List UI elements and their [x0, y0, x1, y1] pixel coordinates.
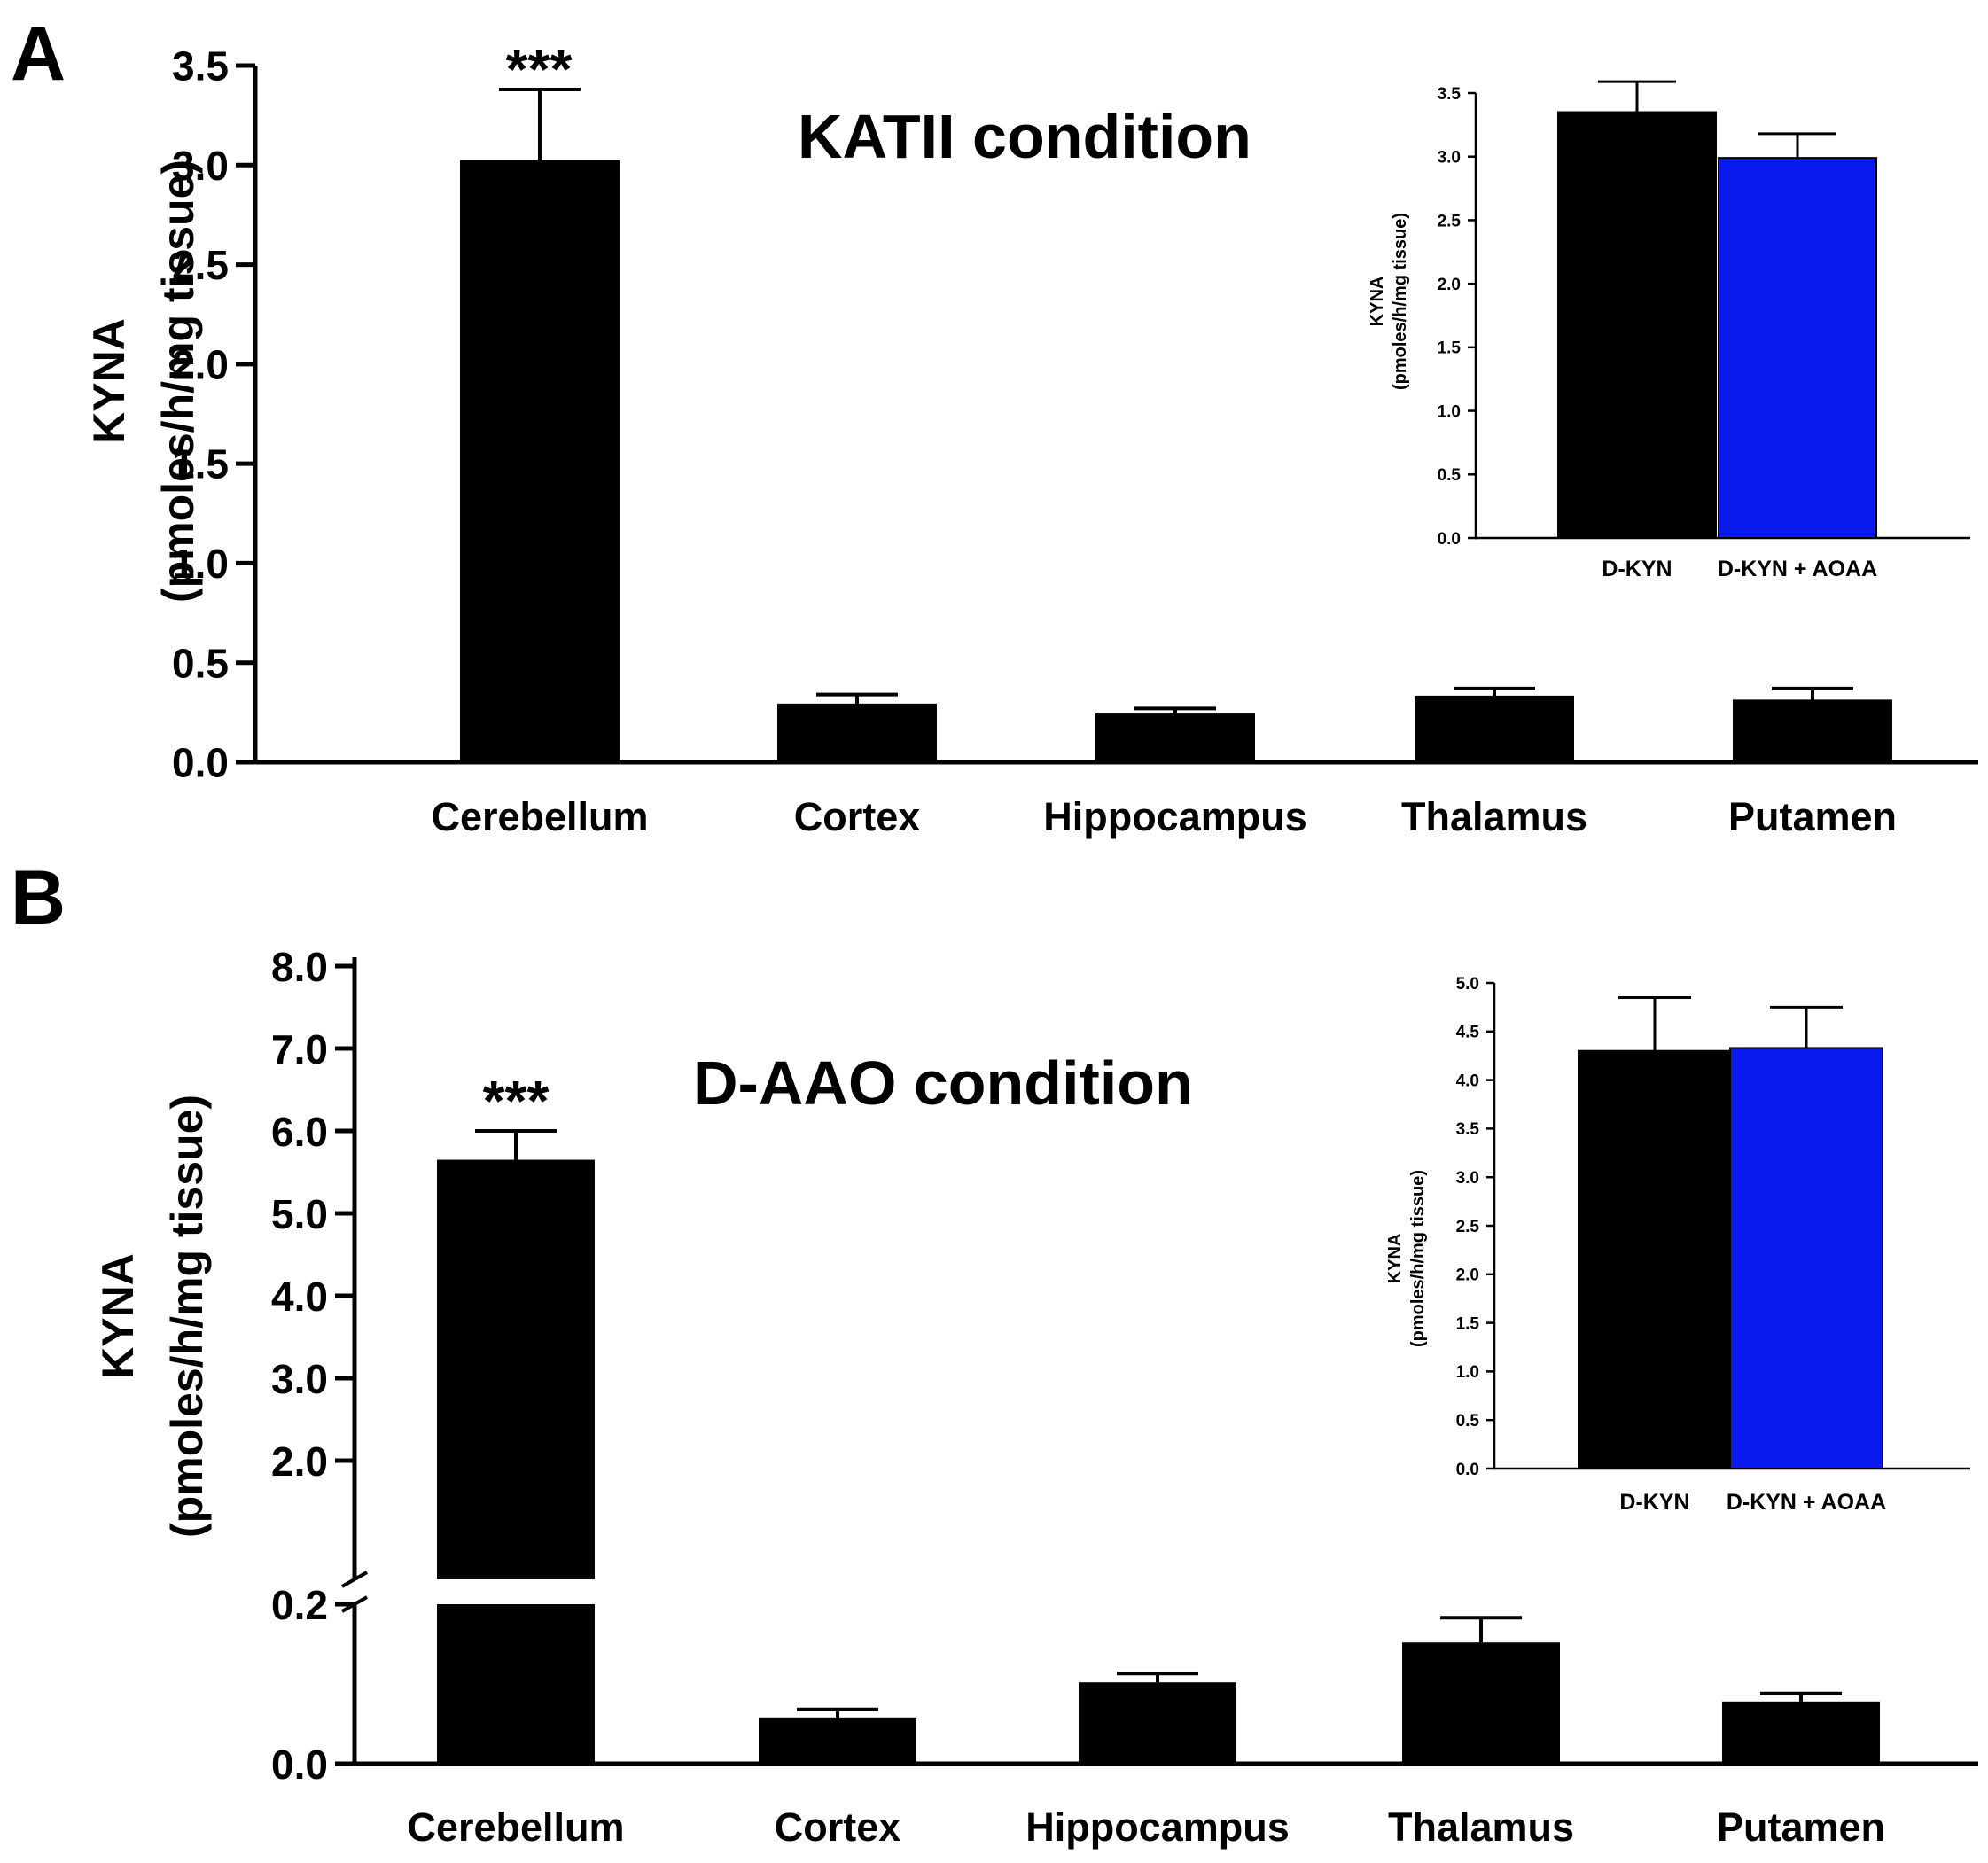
b-main-y-tick-label: 8.0 [271, 944, 328, 990]
a-main-y-tick-label: 3.0 [172, 143, 229, 189]
b-inset-y-tick-label: 3.5 [1456, 1120, 1480, 1139]
b-main-category-label: Cerebellum [407, 1805, 624, 1850]
b-main-y-tick-label: 0.2 [271, 1582, 328, 1628]
a-main-y-tick-label: 1.0 [172, 541, 229, 587]
b-inset-y-tick-label: 5.0 [1456, 975, 1479, 994]
chart-marks: 0.0 0.5 1.0 1.5 2.0 2.5 3.0 3.5 Cerebellum Cortex… [172, 43, 1978, 1850]
b-main-bar-4 [1402, 1642, 1560, 1764]
panel-b-ylabel-line1: KYNA [93, 1253, 143, 1379]
b-main-axis-break-mark [341, 1571, 368, 1588]
b-inset-y-tick-label: 4.0 [1456, 1072, 1479, 1090]
a-inset-bar-1 [1557, 111, 1717, 539]
a-inset-y-tick-label: 1.5 [1438, 339, 1462, 358]
a-main-category-label: Cerebellum [431, 794, 648, 839]
a-main-bar-4 [1415, 695, 1574, 763]
a-main-bar-5 [1733, 699, 1892, 764]
panel-b-inset-ylabel-line2: (pmoles/h/mg tissue) [1408, 1170, 1428, 1347]
a-inset-y-tick-label: 2.5 [1438, 212, 1462, 230]
panel-a-ylabel-line2: (pmoles/h/mg tissue) [153, 160, 203, 603]
a-main-bar-3 [1095, 713, 1255, 763]
b-main-y-tick-label: 4.0 [271, 1274, 328, 1320]
b-main-y-tick-label: 0.0 [271, 1742, 328, 1788]
b-main-category-label: Thalamus [1388, 1805, 1574, 1850]
b-main-category-label: Hippocampus [1025, 1805, 1290, 1850]
b-inset-y-tick-label: 1.5 [1456, 1314, 1480, 1333]
b-main-y-tick-label: 5.0 [271, 1191, 328, 1237]
b-main-y-tick-label: 6.0 [271, 1109, 328, 1155]
a-inset-y-tick-label: 1.0 [1438, 402, 1461, 421]
panel-a-letter: A [11, 12, 66, 97]
b-inset-bar-1 [1578, 1049, 1732, 1469]
a-main-category-label: Thalamus [1401, 794, 1587, 839]
a-main-y-tick-label: 0.0 [172, 740, 229, 786]
b-inset-y-tick-label: 2.0 [1456, 1267, 1479, 1285]
a-main-category-label: Cortex [794, 794, 921, 839]
a-inset-y-tick-label: 3.0 [1438, 149, 1461, 168]
b-inset-bar-2 [1729, 1047, 1883, 1469]
a-inset-category-label: D-KYN [1602, 557, 1672, 581]
b-inset-y-tick-label: 1.0 [1456, 1363, 1479, 1382]
a-inset-y-tick-label: 0.0 [1438, 530, 1461, 549]
a-inset-bar-2 [1718, 157, 1877, 540]
b-inset-category-label: D-KYN [1619, 1490, 1689, 1515]
a-inset-category-label: D-KYN + AOAA [1718, 557, 1877, 581]
b-main-category-label: Cortex [775, 1805, 901, 1850]
panel-a-inset-ylabel-line2: (pmoles/h/mg tissue) [1391, 213, 1410, 390]
panel-b-letter: B [11, 855, 66, 940]
a-main-y-tick-label: 0.5 [172, 640, 229, 686]
a-inset-y-tick-label: 3.5 [1438, 85, 1462, 104]
panel-a-inset-ylabel-line1: KYNA [1368, 277, 1387, 327]
b-main-bar-3 [1079, 1682, 1236, 1764]
b-main-bar-1-upper [437, 1159, 595, 1579]
b-main-bar-1-lower [437, 1604, 595, 1764]
b-main-bar-5 [1722, 1701, 1880, 1764]
b-main-y-tick-label: 2.0 [271, 1438, 328, 1485]
panel-a-condition-title: KATII condition [798, 102, 1251, 171]
b-inset-y-tick-label: 0.0 [1456, 1461, 1479, 1479]
b-main-category-label: Putamen [1717, 1805, 1885, 1850]
panel-b-significance: *** [483, 1069, 550, 1133]
a-main-y-tick-label: 1.5 [172, 441, 229, 487]
a-main-y-tick-label: 3.5 [172, 43, 229, 90]
a-inset-y-tick-label: 0.5 [1438, 466, 1462, 485]
a-main-category-label: Putamen [1728, 794, 1897, 839]
panel-b-inset-ylabel-line1: KYNA [1385, 1234, 1405, 1284]
a-main-y-tick-label: 2.5 [172, 242, 229, 288]
b-inset-category-label: D-KYN + AOAA [1727, 1490, 1886, 1515]
b-main-bar-2 [759, 1717, 916, 1764]
panel-b-ylabel-line2: (pmoles/h/mg tissue) [162, 1095, 212, 1538]
b-inset-y-tick-label: 2.5 [1456, 1218, 1480, 1236]
b-inset-y-tick-label: 0.5 [1456, 1412, 1480, 1430]
a-main-category-label: Hippocampus [1043, 794, 1307, 839]
panel-b-condition-title: D-AAO condition [693, 1048, 1193, 1118]
a-inset-y-tick-label: 2.0 [1438, 276, 1461, 294]
b-main-y-tick-label: 3.0 [271, 1356, 328, 1402]
a-main-y-tick-label: 2.0 [172, 341, 229, 387]
a-main-bar-1 [460, 160, 620, 763]
b-inset-y-tick-label: 4.5 [1456, 1024, 1480, 1042]
panel-a-ylabel-line1: KYNA [84, 318, 134, 444]
a-main-bar-2 [777, 703, 937, 763]
b-main-y-tick-label: 7.0 [271, 1026, 328, 1072]
b-inset-y-tick-label: 3.0 [1456, 1169, 1479, 1188]
